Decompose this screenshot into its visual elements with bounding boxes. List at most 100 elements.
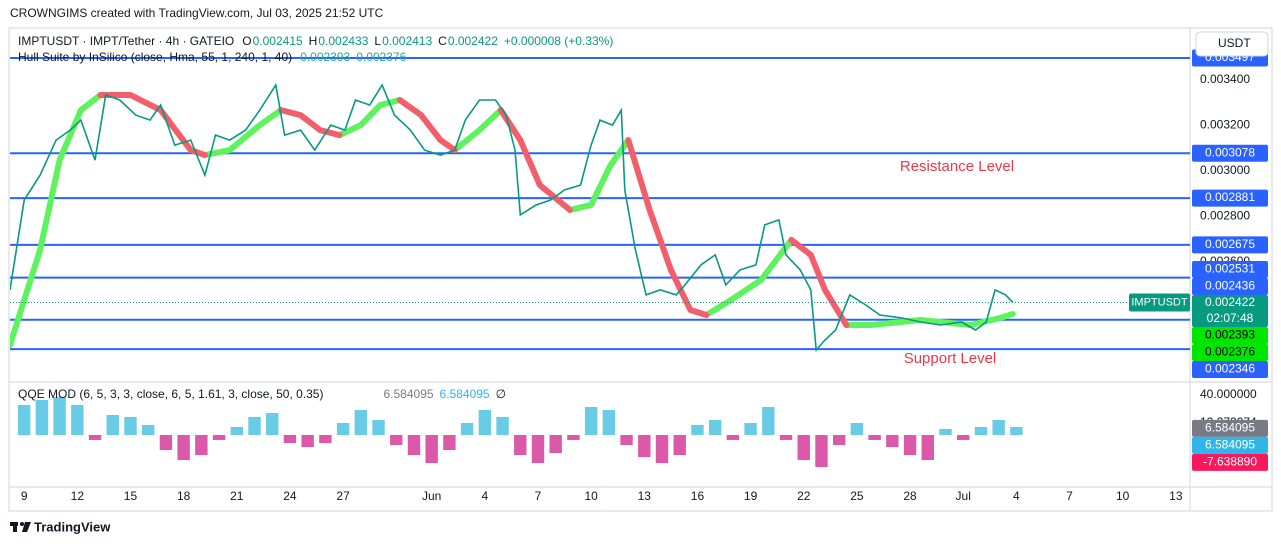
x-tick-label: 4: [1013, 489, 1020, 503]
histogram-bar: [141, 425, 155, 435]
histogram-bar: [921, 435, 934, 460]
level-badge: [1192, 361, 1268, 378]
histogram-bar: [903, 435, 917, 455]
change: +0.000008 (+0.33%): [504, 34, 613, 48]
qqe-badge-text: 6.584095: [1205, 438, 1255, 452]
level-badge-text: 0.003078: [1205, 145, 1255, 159]
x-tick-label: 15: [124, 489, 138, 503]
histogram-bar: [886, 435, 899, 447]
histogram-bar: [638, 435, 651, 457]
ohlc-label: C: [438, 34, 447, 48]
histogram-bar: [460, 423, 474, 435]
x-tick-label: 24: [283, 489, 297, 503]
overlay-reading: 0.002393: [300, 50, 350, 64]
histogram-bar: [584, 407, 598, 435]
histogram-bar: [496, 417, 509, 435]
level-badge: [1192, 189, 1268, 207]
level-badge: [1192, 144, 1268, 162]
qqe-badge: [1192, 436, 1268, 454]
histogram-bar: [88, 435, 102, 440]
x-tick-label: 10: [1116, 489, 1130, 503]
logo-part: [22, 522, 31, 532]
x-tick-label: 13: [1169, 489, 1183, 503]
histogram-bar: [797, 435, 810, 460]
histogram-bar: [673, 435, 686, 455]
histogram-bar: [407, 435, 421, 455]
annotation: Resistance Level: [900, 158, 1014, 175]
histogram-bar: [974, 427, 988, 435]
price-line: [10, 82, 1014, 352]
histogram-bar: [957, 435, 970, 440]
histogram-bar: [939, 429, 952, 435]
qqe-badge: [1192, 419, 1268, 437]
x-tick-label: 19: [744, 489, 758, 503]
histogram-bar: [815, 435, 828, 467]
histogram-bar: [71, 405, 84, 435]
histogram-bar: [106, 415, 119, 435]
histogram-bar: [850, 423, 864, 435]
qqe-badge-text: -7.638890: [1203, 455, 1257, 469]
level-badge: [1192, 236, 1268, 254]
level-badge-text: 0.002346: [1205, 362, 1255, 376]
histogram-bar: [779, 435, 793, 440]
symbol-badge: [1129, 293, 1190, 312]
logo-part: [20, 522, 24, 526]
level-badge-text: 0.002436: [1205, 279, 1255, 293]
currency-button[interactable]: [1195, 31, 1269, 57]
y-tick-label: 0.003000: [1200, 163, 1250, 177]
indicator-name: QQE MOD (6, 5, 3, 3, close, 6, 5, 1.61, …: [18, 387, 323, 401]
countdown: 02:07:48: [1207, 311, 1254, 325]
x-tick-label: 25: [850, 489, 864, 503]
x-tick-label: 16: [691, 489, 705, 503]
x-tick-label: Jun: [422, 489, 441, 503]
histogram-bar: [744, 423, 757, 435]
histogram-bar: [691, 425, 704, 435]
x-tick-label: 12: [71, 489, 85, 503]
hull-badge-text: 0.002393: [1205, 328, 1255, 342]
symbol-badge-text: IMPTUSDT: [1131, 296, 1188, 308]
histogram-bar: [177, 435, 190, 460]
histogram-bar: [832, 435, 846, 445]
histogram-bar: [336, 423, 350, 435]
last-price-badge: [1192, 295, 1268, 327]
overlay-name: Hull Suite by InSilico (close, Hma, 55, …: [18, 50, 292, 64]
ohlc-value: 0.002433: [318, 34, 368, 48]
logo: [10, 522, 31, 532]
level-badge-text: 0.002531: [1205, 262, 1255, 276]
qqe-badge: [1192, 453, 1268, 471]
overlay-reading: 0.002376: [356, 50, 406, 64]
histogram-bar: [35, 400, 49, 435]
null-symbol: ∅: [496, 387, 506, 401]
x-tick-label: 7: [1066, 489, 1073, 503]
histogram-bar: [992, 420, 1005, 435]
histogram-bar: [602, 410, 616, 435]
hull-band: [10, 92, 1016, 348]
annotation: Support Level: [904, 350, 997, 367]
brand: TradingView: [34, 519, 111, 534]
histogram-bar: [212, 435, 226, 440]
histogram-bar: [195, 435, 208, 455]
x-tick-label: 22: [797, 489, 811, 503]
histogram-bar: [301, 435, 314, 447]
hull-badge: [1192, 344, 1268, 361]
histogram-bar: [620, 435, 633, 445]
y-tick-label: 40.000000: [1200, 387, 1257, 401]
x-tick-label: 27: [336, 489, 350, 503]
ohlc-label: O: [242, 34, 251, 48]
histogram-bar: [868, 435, 881, 440]
histogram-bar: [762, 407, 775, 435]
hull-badge-text: 0.002376: [1205, 345, 1255, 359]
credit: CROWNGIMS created with TradingView.com, …: [10, 6, 384, 20]
histogram-bar: [372, 420, 385, 435]
ohlc-value: 0.002422: [448, 34, 498, 48]
level-badge: [1192, 261, 1268, 278]
histogram-bar: [159, 435, 173, 450]
histogram-bar: [266, 413, 279, 435]
histogram-bar: [478, 410, 492, 435]
ohlc-label: L: [374, 34, 381, 48]
histogram-bar: [708, 420, 722, 435]
hull-badge: [1192, 327, 1268, 344]
level-badge-text: 0.002881: [1205, 190, 1255, 204]
histogram-bar: [514, 435, 527, 455]
histogram-bar: [124, 417, 137, 435]
